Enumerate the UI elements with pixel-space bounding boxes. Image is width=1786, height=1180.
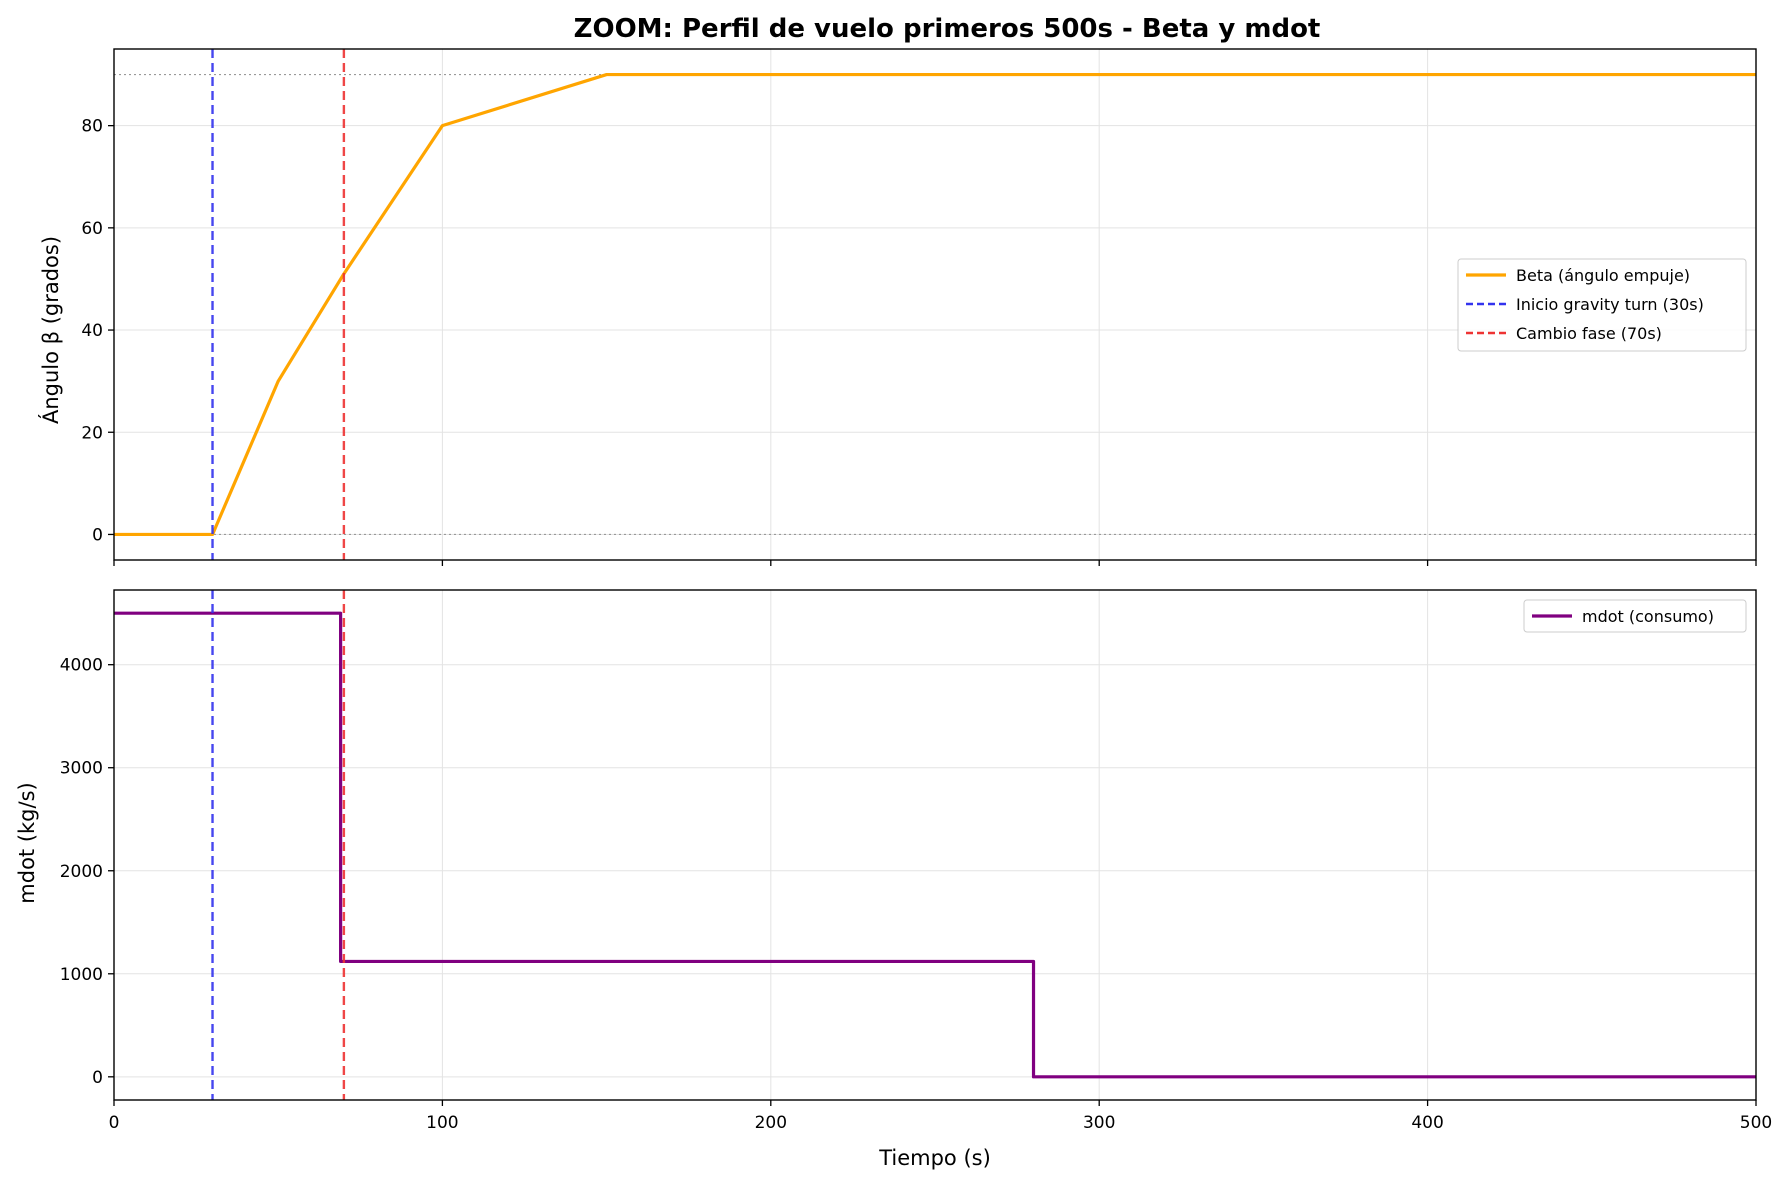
beta-legend-label: Cambio fase (70s) xyxy=(1516,324,1662,343)
beta-y-tick-label: 20 xyxy=(81,423,103,443)
beta-y-tick-label: 40 xyxy=(81,321,103,341)
mdot-panel: 0 1000 2000 3000 4000 0 100 200 300 400 500 mdot (c… xyxy=(60,589,1772,1133)
mdot-legend-label: mdot (consumo) xyxy=(1582,607,1714,626)
beta-y-tick-label: 0 xyxy=(92,525,103,545)
mdot-y-tick-label: 1000 xyxy=(60,965,103,985)
mdot-series-line xyxy=(114,611,1756,1079)
mdot-plot-frame xyxy=(113,589,1757,1101)
mdot-x-tick-label: 0 xyxy=(109,1113,120,1133)
beta-legend: Beta (ángulo empuje) Inicio gravity turn … xyxy=(1457,258,1747,352)
mdot-y-tick-label: 2000 xyxy=(60,862,103,882)
mdot-x-tick-label: 300 xyxy=(1083,1113,1115,1133)
mdot-legend-box xyxy=(1523,599,1747,633)
mdot-y-tick-label: 4000 xyxy=(60,656,103,676)
beta-panel: 0 20 40 60 80 Beta (ángulo empuje) Inicio grav… xyxy=(81,48,1757,566)
chart-title: ZOOM: Perfil de vuelo primeros 500s - Be… xyxy=(574,14,1321,44)
mdot-legend: mdot (consumo) xyxy=(1523,599,1747,633)
beta-y-tick-label: 60 xyxy=(81,219,103,239)
mdot-y-tick-label: 0 xyxy=(92,1068,103,1088)
beta-y-tick-label: 80 xyxy=(81,117,103,137)
mdot-x-tick-label: 500 xyxy=(1740,1113,1772,1133)
mdot-x-tick-label: 100 xyxy=(426,1113,458,1133)
mdot-x-tick-label: 400 xyxy=(1411,1113,1443,1133)
mdot-y-tick-label: 3000 xyxy=(60,759,103,779)
beta-legend-label: Inicio gravity turn (30s) xyxy=(1516,295,1704,314)
mdot-y-axis-label: mdot (kg/s) xyxy=(15,782,39,903)
mdot-x-tick-label: 200 xyxy=(755,1113,787,1133)
beta-y-axis-label: Ángulo β (grados) xyxy=(38,236,63,424)
x-axis-label: Tiempo (s) xyxy=(878,1146,991,1170)
beta-legend-box xyxy=(1457,258,1747,352)
beta-plot-frame xyxy=(113,48,1757,561)
beta-legend-label: Beta (ángulo empuje) xyxy=(1516,266,1690,285)
